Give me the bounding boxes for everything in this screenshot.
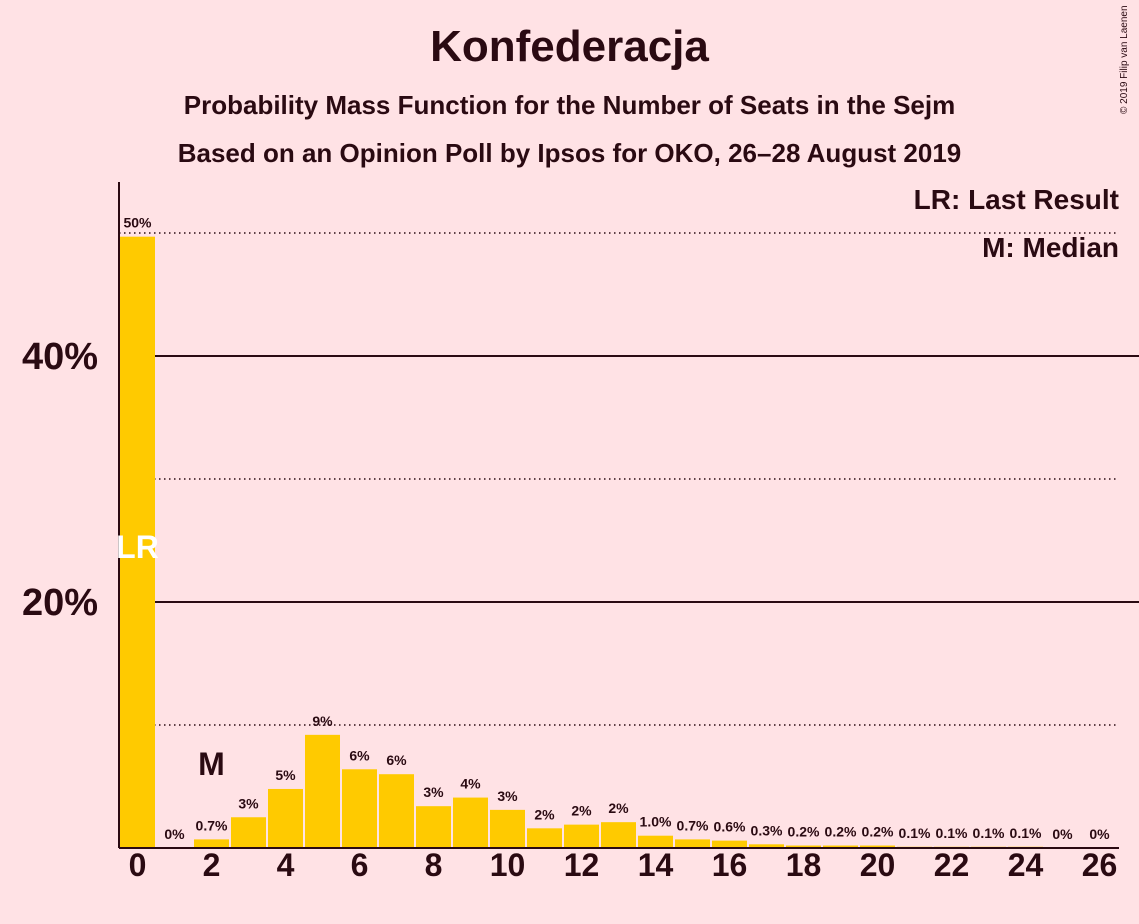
- markers: M LR: [116, 529, 225, 782]
- bar-seat-12: [564, 824, 599, 848]
- bar-seat-18: [786, 845, 821, 848]
- legend-last-result: LR: Last Result: [913, 184, 1119, 215]
- bar-seat-15: [675, 839, 710, 848]
- data-label-seat-15: 0.7%: [677, 817, 709, 833]
- data-label-seat-12: 2%: [571, 803, 592, 819]
- data-label-seat-4: 5%: [275, 767, 296, 783]
- x-tick-label: 16: [712, 847, 748, 883]
- bar-seat-11: [527, 828, 562, 848]
- data-label-seat-24: 0.1%: [1010, 825, 1042, 841]
- x-tick-label: 20: [860, 847, 896, 883]
- data-label-seat-6: 6%: [349, 747, 370, 763]
- x-tick-label: 22: [934, 847, 970, 883]
- legend-median: M: Median: [982, 232, 1119, 263]
- bars: [120, 236, 1043, 848]
- x-tick-label: 14: [638, 847, 674, 883]
- data-label-seat-1: 0%: [164, 826, 185, 842]
- data-label-seat-11: 2%: [534, 806, 555, 822]
- data-label-seat-0: 50%: [123, 215, 152, 231]
- bar-seat-0: [120, 236, 155, 848]
- bar-seat-7: [379, 774, 414, 848]
- x-tick-label: 0: [129, 847, 147, 883]
- x-tick-label: 2: [203, 847, 221, 883]
- bar-seat-4: [268, 788, 303, 848]
- data-label-seat-16: 0.6%: [714, 819, 746, 835]
- data-labels: 50% 0% 0.7% 3% 5% 9% 6% 6% 3% 4% 3% 2% 2% 2% 1.0% 0.7% 0…: [123, 215, 1110, 842]
- bar-seat-19: [823, 845, 858, 848]
- data-label-seat-22: 0.1%: [936, 825, 968, 841]
- bar-seat-3: [231, 817, 266, 848]
- data-label-seat-25: 0%: [1052, 826, 1073, 842]
- x-tick-label: 10: [490, 847, 526, 883]
- data-label-seat-5: 9%: [312, 713, 333, 729]
- data-label-seat-18: 0.2%: [788, 824, 820, 840]
- data-label-seat-20: 0.2%: [862, 824, 894, 840]
- bar-seat-20: [860, 845, 895, 848]
- data-label-seat-7: 6%: [386, 752, 407, 768]
- data-label-seat-14: 1.0%: [640, 814, 672, 830]
- data-label-seat-13: 2%: [608, 800, 629, 816]
- x-tick-label: 4: [277, 847, 295, 883]
- bar-seat-8: [416, 806, 451, 848]
- bar-seat-5: [305, 734, 340, 848]
- y-tick-label: 20%: [22, 582, 98, 624]
- bar-seat-9: [453, 797, 488, 848]
- median-marker: M: [198, 746, 225, 782]
- bar-seat-2: [194, 839, 229, 848]
- bar-seat-10: [490, 809, 525, 848]
- y-tick-label: 40%: [22, 336, 98, 378]
- data-label-seat-19: 0.2%: [825, 824, 857, 840]
- last-result-marker: LR: [116, 529, 159, 565]
- data-label-seat-9: 4%: [460, 776, 481, 792]
- data-label-seat-3: 3%: [238, 795, 259, 811]
- data-label-seat-10: 3%: [497, 788, 518, 804]
- bar-seat-17: [749, 844, 784, 848]
- axes: 20%40%0 2 4 6 8 10 12 14 16 18 20 22 24 26: [22, 182, 1119, 883]
- x-tick-label: 24: [1008, 847, 1044, 883]
- bar-seat-16: [712, 840, 747, 848]
- chart-title: Konfederacja: [430, 22, 709, 71]
- x-tick-label: 12: [564, 847, 600, 883]
- bar-seat-6: [342, 769, 377, 848]
- data-label-seat-21: 0.1%: [899, 825, 931, 841]
- gridlines: [119, 232, 1139, 726]
- bar-seat-14: [638, 835, 673, 848]
- x-tick-label: 8: [425, 847, 443, 883]
- chart-subtitle: Probability Mass Function for the Number…: [183, 90, 956, 120]
- data-label-seat-26: 0%: [1089, 826, 1110, 842]
- data-label-seat-23: 0.1%: [973, 825, 1005, 841]
- x-tick-label: 6: [351, 847, 369, 883]
- x-tick-label: 26: [1082, 847, 1118, 883]
- data-label-seat-17: 0.3%: [751, 822, 783, 838]
- data-label-seat-8: 3%: [423, 784, 444, 800]
- x-tick-label: 18: [786, 847, 822, 883]
- data-label-seat-2: 0.7%: [196, 817, 228, 833]
- bar-seat-13: [601, 822, 636, 848]
- chart-subtitle-source: Based on an Opinion Poll by Ipsos for OK…: [177, 138, 962, 168]
